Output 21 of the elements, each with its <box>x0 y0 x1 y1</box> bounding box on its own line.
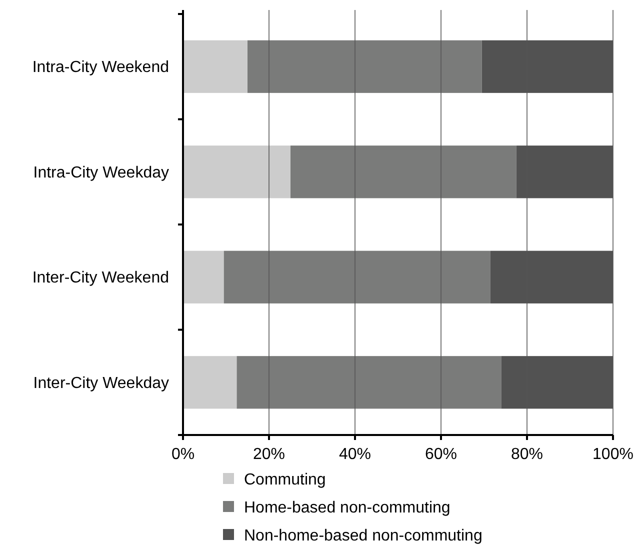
x-tick-label: 20% <box>252 446 286 463</box>
y-tick-label: Inter-City Weekend <box>32 270 169 287</box>
x-tick-label: 100% <box>592 446 634 463</box>
x-tick-label: 80% <box>510 446 544 463</box>
bar <box>183 356 237 409</box>
y-tick-label: Inter-City Weekday <box>33 374 169 392</box>
legend-label: Commuting <box>244 472 326 489</box>
x-tick-label: 0% <box>171 446 195 463</box>
legend-label: Non-home-based non-commuting <box>244 528 482 545</box>
bar <box>290 146 516 198</box>
y-tick-label: Intra-City Weekend <box>32 59 169 76</box>
y-tick-label: Intra-City Weekday <box>33 164 169 182</box>
bar <box>236 356 502 409</box>
bar <box>248 40 482 93</box>
legend-label: Home-based non-commuting <box>244 500 450 517</box>
bar <box>183 40 248 93</box>
x-tick-label: 60% <box>424 446 458 463</box>
bar <box>183 146 290 198</box>
bar <box>183 250 224 304</box>
bar <box>224 250 490 304</box>
x-tick-label: 40% <box>338 446 372 463</box>
